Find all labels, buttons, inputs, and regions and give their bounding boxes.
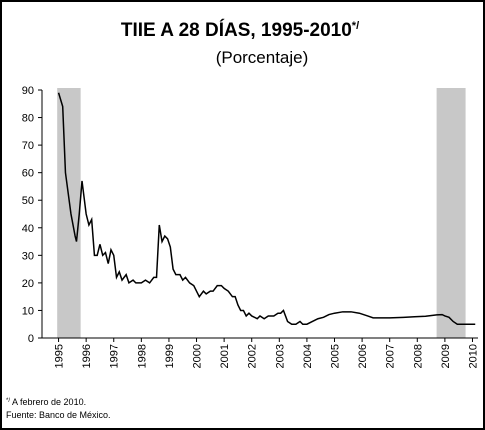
x-tick-label: 1995: [54, 344, 66, 368]
y-tick-label: 0: [28, 333, 34, 345]
footnote: */ A febrero de 2010.: [6, 397, 86, 407]
x-tick-label: 2001: [219, 344, 231, 368]
x-tick-label: 2005: [330, 344, 342, 368]
y-tick-label: 20: [22, 278, 34, 290]
source: Fuente: Banco de México.: [6, 410, 111, 420]
x-tick-label: 1997: [109, 344, 121, 368]
y-tick-label: 70: [22, 140, 34, 152]
x-tick-label: 1996: [81, 344, 93, 368]
x-tick-label: 2004: [302, 344, 314, 368]
title-superscript: */: [352, 20, 359, 32]
title-text: TIIE A 28 DÍAS, 1995-2010: [121, 19, 352, 41]
rate-line: [57, 92, 476, 325]
x-tick-label: 2008: [412, 344, 424, 368]
y-tick-label: 60: [22, 168, 34, 180]
chart-title: TIIE A 28 DÍAS, 1995-2010*/: [121, 19, 359, 41]
chart-subtitle: (Porcentaje): [216, 48, 309, 67]
y-tick-label: 50: [22, 195, 34, 207]
x-tick-label: 2003: [274, 344, 286, 368]
shaded-period: [436, 88, 466, 338]
x-tick-label: 2000: [192, 344, 204, 368]
x-tick-label: 2002: [247, 344, 259, 368]
x-tick-label: 2007: [385, 344, 397, 368]
x-tick-label: 2009: [440, 344, 452, 368]
x-tick-label: 2006: [357, 344, 369, 368]
footnote-text: A febrero de 2010.: [10, 397, 86, 407]
x-tick-label: 2010: [467, 344, 479, 368]
x-tick-label: 1998: [136, 344, 148, 368]
y-tick-label: 80: [22, 113, 34, 125]
y-tick-label: 10: [22, 305, 34, 317]
y-tick-label: 40: [22, 223, 34, 235]
shaded-period: [57, 88, 81, 338]
y-tick-label: 30: [22, 250, 34, 262]
x-tick-label: 1999: [164, 344, 176, 368]
y-tick-label: 90: [22, 85, 34, 97]
footnote-mark: */: [6, 398, 10, 404]
